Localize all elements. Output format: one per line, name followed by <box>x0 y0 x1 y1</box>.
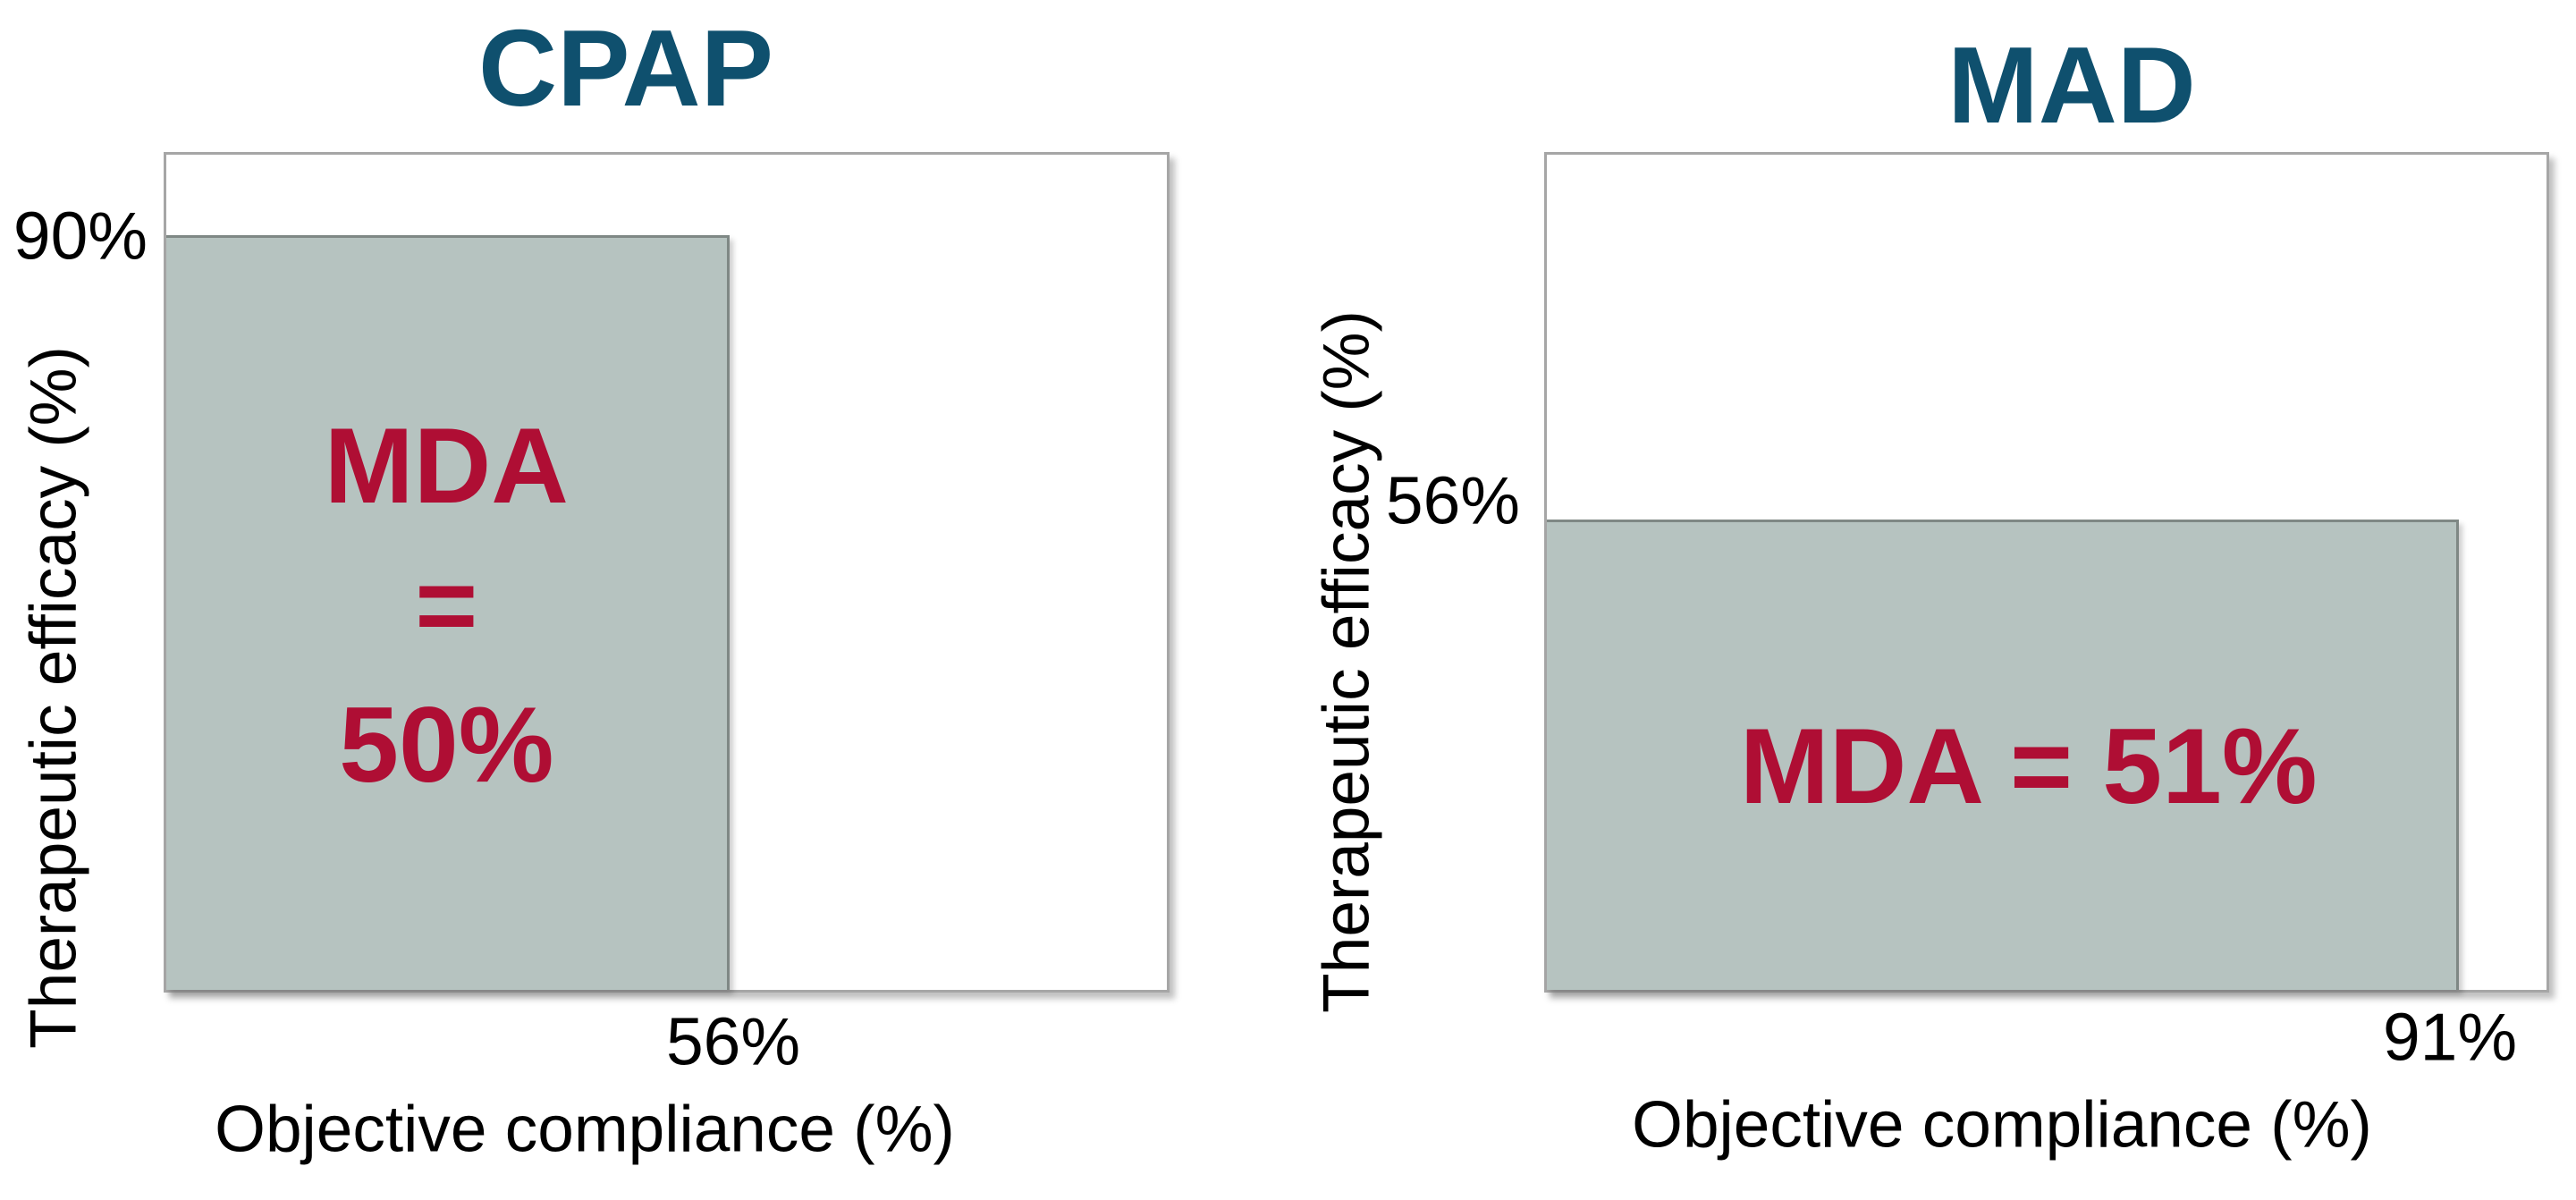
cpap-mda-line-3: 50% <box>339 684 554 805</box>
mad-x-axis-label: Objective compliance (%) <box>1632 1088 2372 1162</box>
cpap-x-axis-label: Objective compliance (%) <box>215 1093 955 1166</box>
cpap-mda-annotation: MDA = 50% <box>325 396 569 815</box>
mad-x-tick-label: 91% <box>2382 999 2518 1075</box>
cpap-plot-area: MDA = 50% <box>164 152 1170 993</box>
mad-chart-title: MAD <box>1947 24 2196 146</box>
mad-plot-area: MDA = 51% <box>1544 152 2549 993</box>
mad-mda-annotation: MDA = 51% <box>1740 697 2318 836</box>
cpap-chart-title: CPAP <box>478 7 773 129</box>
cpap-mda-line-2: = <box>415 545 478 665</box>
mad-y-axis-label: Therapeutic efficacy (%) <box>1310 310 1383 1013</box>
cpap-shaded-region: MDA = 50% <box>166 235 730 990</box>
cpap-x-tick-label: 56% <box>665 1003 801 1079</box>
mad-mda-line-1: MDA = 51% <box>1739 706 2318 827</box>
cpap-y-tick-label: 90% <box>13 198 148 274</box>
cpap-mda-line-1: MDA <box>324 405 569 526</box>
cpap-y-axis-label: Therapeutic efficacy (%) <box>17 346 90 1049</box>
mad-shaded-region: MDA = 51% <box>1547 519 2460 990</box>
mad-y-tick-label: 56% <box>1385 462 1520 538</box>
